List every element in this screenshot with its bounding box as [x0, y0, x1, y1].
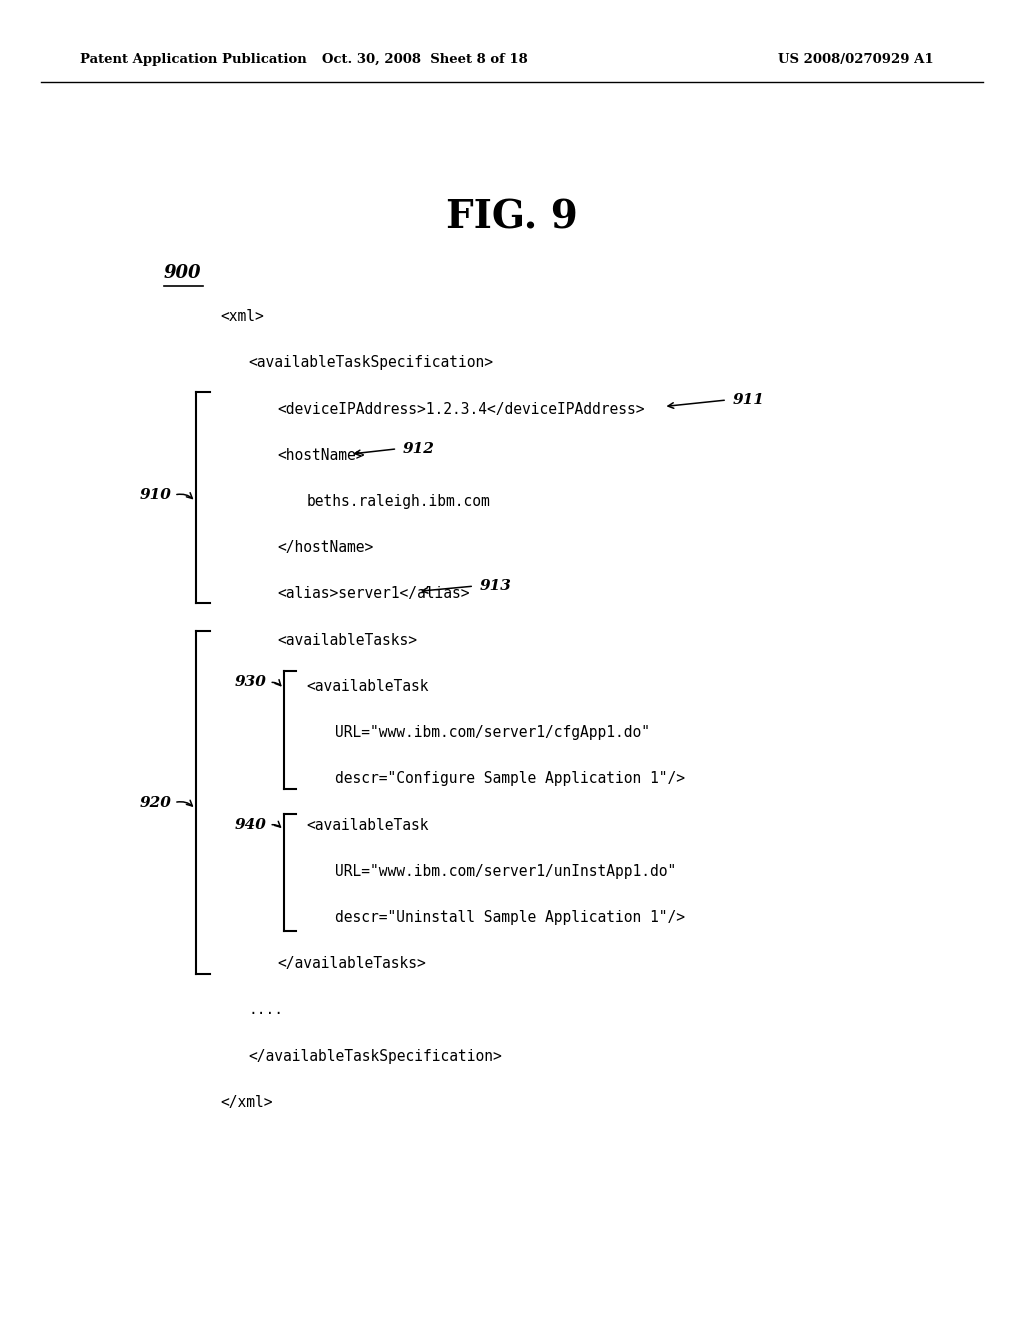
- Text: <deviceIPAddress>1.2.3.4</deviceIPAddress>: <deviceIPAddress>1.2.3.4</deviceIPAddres…: [278, 401, 645, 417]
- Text: <hostName>: <hostName>: [278, 447, 365, 463]
- Text: <availableTaskSpecification>: <availableTaskSpecification>: [249, 355, 494, 371]
- Text: 940: 940: [234, 818, 267, 832]
- Text: beths.raleigh.ibm.com: beths.raleigh.ibm.com: [306, 494, 489, 510]
- Text: FIG. 9: FIG. 9: [446, 199, 578, 236]
- Text: <availableTask: <availableTask: [306, 678, 429, 694]
- Text: </hostName>: </hostName>: [278, 540, 374, 556]
- Text: </availableTasks>: </availableTasks>: [278, 956, 426, 972]
- Text: 910: 910: [139, 488, 172, 502]
- Text: 930: 930: [234, 676, 267, 689]
- Text: </availableTaskSpecification>: </availableTaskSpecification>: [249, 1048, 503, 1064]
- Text: <availableTasks>: <availableTasks>: [278, 632, 418, 648]
- Text: 920: 920: [139, 796, 172, 809]
- Text: US 2008/0270929 A1: US 2008/0270929 A1: [778, 53, 934, 66]
- Text: Patent Application Publication: Patent Application Publication: [80, 53, 306, 66]
- Text: </xml>: </xml>: [220, 1094, 272, 1110]
- Text: 900: 900: [164, 264, 202, 282]
- Text: 913: 913: [479, 579, 511, 593]
- Text: URL="www.ibm.com/server1/cfgApp1.do": URL="www.ibm.com/server1/cfgApp1.do": [335, 725, 650, 741]
- Text: 911: 911: [732, 393, 764, 407]
- Text: <xml>: <xml>: [220, 309, 264, 325]
- Text: 912: 912: [402, 442, 434, 455]
- Text: descr="Configure Sample Application 1"/>: descr="Configure Sample Application 1"/>: [335, 771, 685, 787]
- Text: <alias>server1</alias>: <alias>server1</alias>: [278, 586, 470, 602]
- Text: Oct. 30, 2008  Sheet 8 of 18: Oct. 30, 2008 Sheet 8 of 18: [323, 53, 527, 66]
- Text: <availableTask: <availableTask: [306, 817, 429, 833]
- Text: descr="Uninstall Sample Application 1"/>: descr="Uninstall Sample Application 1"/>: [335, 909, 685, 925]
- Text: URL="www.ibm.com/server1/unInstApp1.do": URL="www.ibm.com/server1/unInstApp1.do": [335, 863, 676, 879]
- Text: ....: ....: [249, 1002, 284, 1018]
